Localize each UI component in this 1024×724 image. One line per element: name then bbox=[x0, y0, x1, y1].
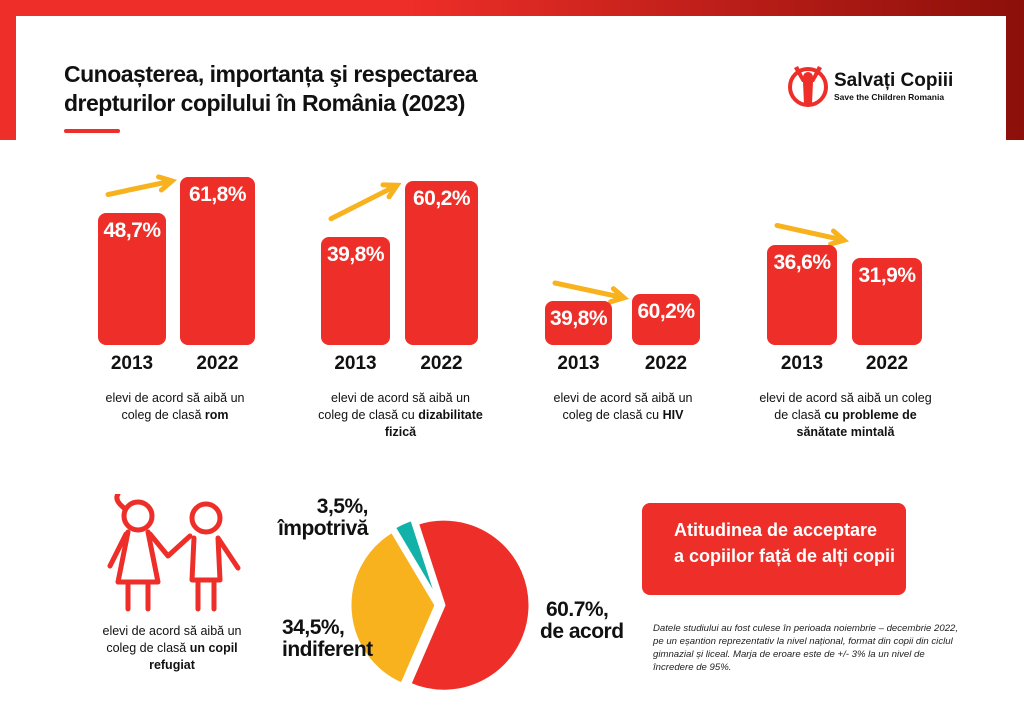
bar-3-2022: 31,9% bbox=[852, 258, 922, 345]
methodology-note: Datele studiului au fost culese în perio… bbox=[653, 623, 959, 673]
pie-slice-2 bbox=[392, 518, 440, 603]
refugee-caption: elevi de acord să aibă un coleg de clasă… bbox=[102, 624, 242, 672]
trend-arrow-icon bbox=[328, 182, 402, 222]
trend-arrow-icon bbox=[552, 280, 630, 305]
pie-label-indiferent: 34,5%, indiferent bbox=[282, 616, 373, 661]
year-label: 2013 bbox=[334, 353, 377, 374]
title-underline bbox=[64, 129, 120, 133]
bar-3-2013: 36,6% bbox=[767, 245, 837, 345]
pie-slice-0 bbox=[408, 517, 532, 693]
logo-subtitle: Save the Children Romania bbox=[834, 92, 945, 102]
children-icon bbox=[107, 494, 241, 612]
pie-label-de-acord: 60.7%, de acord bbox=[540, 598, 624, 643]
trend-arrow-icon bbox=[105, 174, 178, 198]
year-label: 2022 bbox=[196, 353, 239, 374]
pie-slice-1 bbox=[348, 529, 438, 686]
year-label: 2013 bbox=[557, 353, 600, 374]
child-logo-icon bbox=[788, 66, 828, 107]
bar-1-2013: 39,8% bbox=[321, 236, 390, 345]
bar-0-2013: 48,7% bbox=[98, 212, 166, 345]
bar-2-2022: 60,2% bbox=[632, 293, 700, 345]
year-label: 2013 bbox=[780, 353, 824, 374]
year-label: 2022 bbox=[420, 353, 463, 374]
bar-group-caption: elevi de acord să aibă un coleg de clasă… bbox=[105, 391, 245, 422]
bar-1-2022: 60,2% bbox=[405, 181, 478, 345]
bar-2-2013: 39,8% bbox=[545, 301, 612, 345]
year-label: 2022 bbox=[644, 353, 688, 374]
pie-chart bbox=[348, 517, 532, 693]
bar-group-caption: elevi de acord să aibă un coleg de clasă… bbox=[318, 391, 483, 439]
year-label: 2013 bbox=[110, 353, 154, 374]
year-label: 2022 bbox=[865, 353, 909, 374]
logo: Salvați Copiii Save the Children Romania bbox=[788, 64, 953, 108]
section-title-box: Atitudinea de acceptare a copiilor față d… bbox=[642, 503, 906, 595]
trend-arrow-icon bbox=[774, 222, 850, 247]
logo-name: Salvați Copiii bbox=[834, 70, 954, 91]
bar-0-2022: 61,8% bbox=[180, 176, 255, 345]
page-title: Cunoașterea, importanța şi respectarea dr… bbox=[64, 61, 478, 116]
bar-group-caption: elevi de acord să aibă un coleg de clasă… bbox=[553, 391, 693, 422]
pie-label-impotriva: 3,5%, împotrivă bbox=[277, 495, 369, 540]
bar-group-caption: elevi de acord să aibă un coleg de clasă… bbox=[759, 391, 932, 439]
